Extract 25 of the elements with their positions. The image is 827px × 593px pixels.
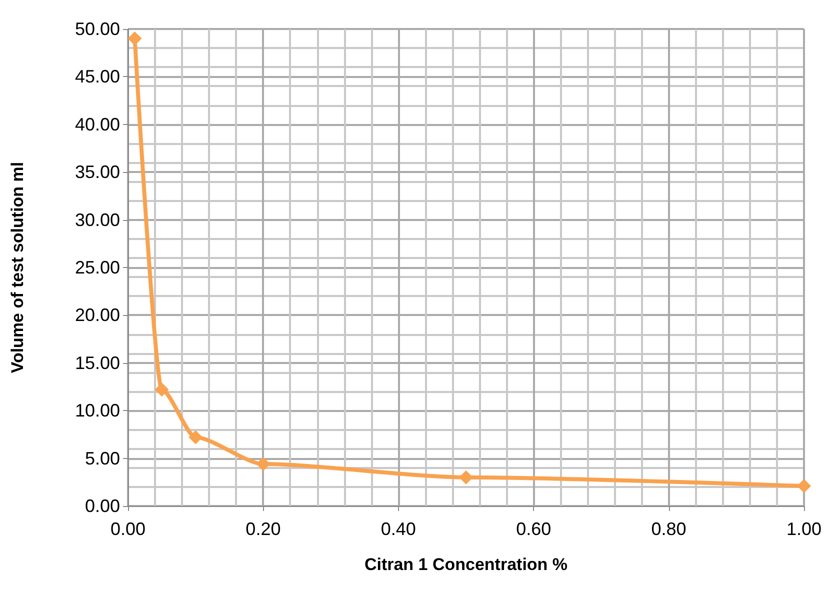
point — [188, 430, 203, 444]
y-tick-label: 15.00 — [74, 352, 120, 373]
x-tick-label: 0.80 — [651, 519, 686, 539]
x-tick-label: 0.60 — [516, 519, 552, 539]
x-axis-title: Citran 1 Concentration % — [364, 555, 568, 574]
point — [256, 457, 270, 472]
y-tick-label: 25.00 — [74, 258, 120, 278]
y-tick-label: 30.00 — [74, 210, 120, 230]
y-tick-label: 35.00 — [74, 162, 120, 182]
x-tick-label: 0.00 — [110, 519, 146, 539]
point — [128, 32, 142, 46]
y-tick-label: 40.00 — [74, 114, 120, 134]
y-tick-label: 0.00 — [84, 496, 120, 516]
y-tick-label: 20.00 — [74, 305, 120, 326]
x-tick-label: 0.40 — [380, 519, 416, 539]
y-tick-label: 45.00 — [74, 66, 120, 87]
y-tick-label: 10.00 — [74, 400, 120, 421]
point — [459, 470, 473, 484]
point — [797, 478, 811, 493]
y-axis-title: Volume of test solution ml — [8, 162, 27, 374]
x-tick-label: 0.20 — [246, 519, 281, 539]
point — [154, 382, 169, 397]
x-tick-label: 1.00 — [786, 519, 822, 539]
y-tick-label: 50.00 — [74, 19, 120, 39]
y-tick-label: 5.00 — [84, 448, 120, 468]
